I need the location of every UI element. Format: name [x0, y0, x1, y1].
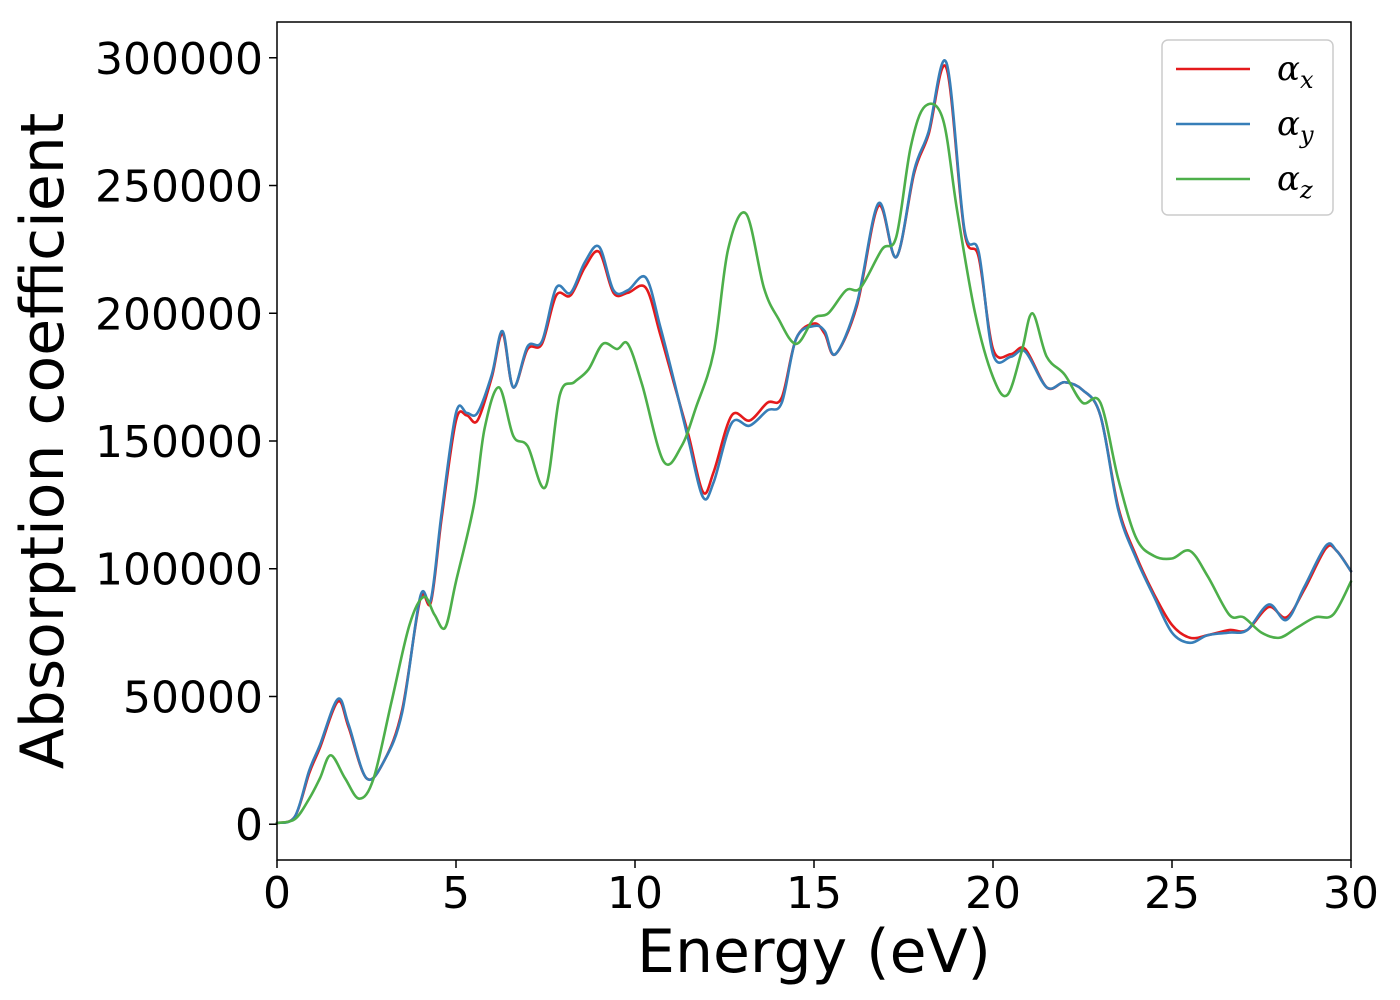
series-line-y: [275, 59, 1353, 825]
x-axis-title: Energy (eV): [637, 917, 991, 987]
legend-label: αx: [1277, 49, 1314, 94]
legend-entry-y: αy: [1176, 104, 1314, 149]
y-tick-label: 150000: [95, 417, 263, 468]
legend-entry-x: αx: [1176, 49, 1314, 94]
y-tick-label: 200000: [95, 289, 263, 340]
x-tick-label: 30: [1323, 868, 1379, 919]
x-tick-label: 5: [442, 868, 470, 919]
legend-label: αy: [1277, 104, 1314, 149]
legend: αx αy αz: [1161, 39, 1334, 216]
legend-label: αz: [1277, 159, 1313, 204]
y-tick-label: 100000: [95, 545, 263, 596]
x-tick-label: 15: [786, 868, 842, 919]
y-tick-label: 50000: [123, 672, 263, 723]
y-tick-label: 300000: [95, 34, 263, 85]
x-tick-label: 20: [965, 868, 1021, 919]
x-tick-label: 25: [1144, 868, 1200, 919]
legend-box: [1161, 39, 1334, 216]
x-tick-label: 0: [263, 868, 291, 919]
y-axis-title: Absorption coefficient: [8, 113, 78, 770]
legend-entry-z: αz: [1176, 159, 1313, 204]
y-tick-label: 0: [235, 800, 263, 851]
x-axis: 0 5 10 15 20 25 30: [263, 860, 1379, 919]
series-layer: [275, 59, 1353, 825]
y-tick-label: 250000: [95, 162, 263, 213]
y-axis: 0 50000 100000 150000 200000 250000 300000: [95, 34, 277, 851]
series-line-z: [275, 102, 1353, 825]
x-tick-label: 10: [607, 868, 663, 919]
